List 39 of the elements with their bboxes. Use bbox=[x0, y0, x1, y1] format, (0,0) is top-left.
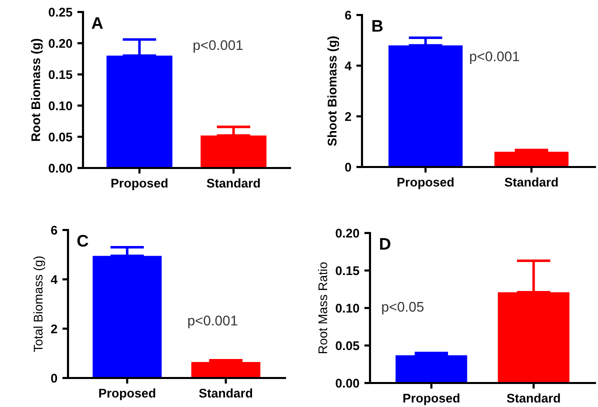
y-axis-title: Root Biomass (g) bbox=[30, 38, 43, 141]
x-tick-label: Proposed bbox=[99, 388, 156, 400]
y-tick-label: 6 bbox=[345, 10, 352, 20]
chart-title: D bbox=[380, 238, 390, 250]
y-tick-label: 0.05 bbox=[336, 341, 360, 350]
x-tick-label: Standard bbox=[504, 177, 558, 187]
y-tick-label: 0.10 bbox=[336, 304, 360, 313]
y-tick-label: 0.15 bbox=[48, 70, 72, 80]
x-tick-label: Standard bbox=[199, 388, 252, 398]
y-tick-label: 0.10 bbox=[48, 101, 72, 110]
x-tick-label: Standard bbox=[206, 178, 260, 188]
y-tick-label: 0 bbox=[345, 162, 352, 172]
x-tick-label: Proposed bbox=[111, 178, 168, 190]
x-tick-label: Proposed bbox=[398, 177, 454, 190]
annotation: p<0.001 bbox=[470, 51, 520, 64]
annotation: p<0.001 bbox=[194, 40, 243, 53]
annotation: p<0.001 bbox=[188, 316, 238, 328]
x-tick-label: Proposed bbox=[403, 393, 460, 406]
x-tick-label: Standard bbox=[506, 393, 560, 403]
y-tick-label: 6 bbox=[51, 226, 58, 235]
y-tick-label: 2 bbox=[51, 324, 58, 334]
y-tick-label: 0.25 bbox=[48, 8, 72, 17]
chart-title: A bbox=[92, 17, 103, 29]
annotation: p<0.05 bbox=[382, 302, 424, 314]
y-tick-label: 0.00 bbox=[48, 164, 72, 173]
y-tick-label: 4 bbox=[50, 275, 58, 284]
chart-title: C bbox=[77, 234, 88, 247]
y-axis-title: Shoot Biomass (g) bbox=[327, 36, 340, 146]
y-tick-label: 0 bbox=[51, 374, 58, 383]
y-tick-label: 0.00 bbox=[336, 378, 360, 388]
chart-title: B bbox=[372, 20, 383, 32]
y-tick-label: 4 bbox=[344, 62, 352, 70]
y-axis-title: Root Mass Ratio bbox=[318, 262, 328, 354]
y-tick-label: 0.20 bbox=[336, 228, 360, 238]
y-tick-label: 0.15 bbox=[336, 266, 360, 276]
y-axis-title: Total Biomass (g) bbox=[33, 256, 46, 352]
y-tick-label: 0.20 bbox=[48, 39, 72, 48]
y-tick-label: 2 bbox=[345, 112, 352, 121]
y-tick-label: 0.05 bbox=[48, 132, 72, 142]
